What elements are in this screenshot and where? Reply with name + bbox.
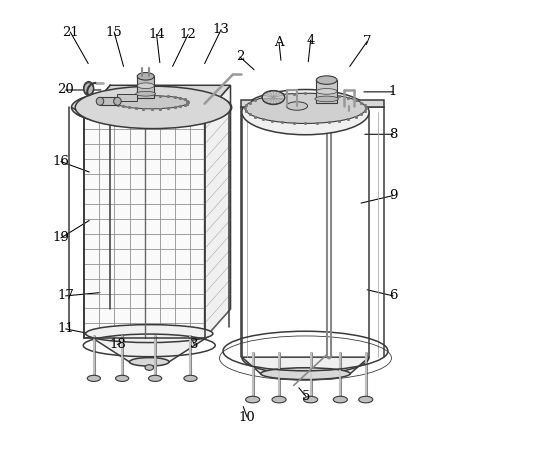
Ellipse shape: [242, 90, 369, 135]
Polygon shape: [137, 76, 154, 98]
Ellipse shape: [304, 396, 318, 403]
Ellipse shape: [137, 83, 154, 89]
Text: 2: 2: [236, 51, 244, 64]
Ellipse shape: [136, 91, 156, 96]
Text: 4: 4: [306, 34, 315, 46]
Ellipse shape: [184, 375, 197, 382]
Text: 21: 21: [62, 26, 79, 38]
Polygon shape: [242, 357, 369, 374]
Ellipse shape: [272, 396, 286, 403]
Ellipse shape: [245, 93, 366, 123]
Polygon shape: [204, 85, 231, 338]
Text: 20: 20: [57, 83, 74, 97]
Text: 6: 6: [389, 290, 398, 302]
Text: 3: 3: [190, 338, 198, 351]
Ellipse shape: [83, 82, 94, 96]
Text: 13: 13: [213, 23, 230, 36]
Ellipse shape: [114, 97, 121, 105]
Ellipse shape: [86, 325, 213, 343]
Ellipse shape: [115, 375, 129, 382]
Ellipse shape: [260, 368, 350, 380]
Text: 17: 17: [57, 290, 74, 302]
Ellipse shape: [137, 73, 154, 80]
Ellipse shape: [333, 396, 347, 403]
Text: 10: 10: [239, 410, 255, 423]
Ellipse shape: [315, 96, 338, 102]
Text: 14: 14: [148, 28, 165, 41]
Ellipse shape: [87, 375, 100, 382]
Polygon shape: [85, 85, 231, 115]
Text: 11: 11: [57, 322, 74, 336]
Text: 8: 8: [389, 128, 397, 141]
Text: A: A: [274, 36, 284, 49]
Polygon shape: [316, 80, 337, 103]
Polygon shape: [118, 94, 137, 101]
Ellipse shape: [75, 86, 231, 128]
Polygon shape: [86, 334, 213, 362]
Ellipse shape: [316, 76, 337, 84]
Text: 7: 7: [363, 35, 371, 48]
Ellipse shape: [145, 365, 153, 370]
Ellipse shape: [72, 89, 232, 126]
Ellipse shape: [246, 396, 260, 403]
Text: 12: 12: [180, 28, 197, 41]
Ellipse shape: [115, 96, 188, 109]
Ellipse shape: [148, 375, 162, 382]
Text: 9: 9: [389, 189, 398, 202]
Ellipse shape: [286, 102, 307, 110]
Text: 1: 1: [389, 85, 397, 99]
Polygon shape: [241, 100, 384, 108]
Text: 5: 5: [302, 390, 310, 403]
Text: 15: 15: [106, 26, 123, 38]
Text: 19: 19: [53, 231, 69, 245]
Ellipse shape: [262, 91, 284, 105]
Text: 18: 18: [109, 338, 126, 351]
Ellipse shape: [359, 396, 373, 403]
Ellipse shape: [316, 89, 337, 94]
Ellipse shape: [96, 97, 104, 105]
Ellipse shape: [129, 357, 169, 366]
Polygon shape: [100, 97, 118, 105]
Text: 16: 16: [53, 155, 69, 168]
Polygon shape: [85, 115, 204, 338]
